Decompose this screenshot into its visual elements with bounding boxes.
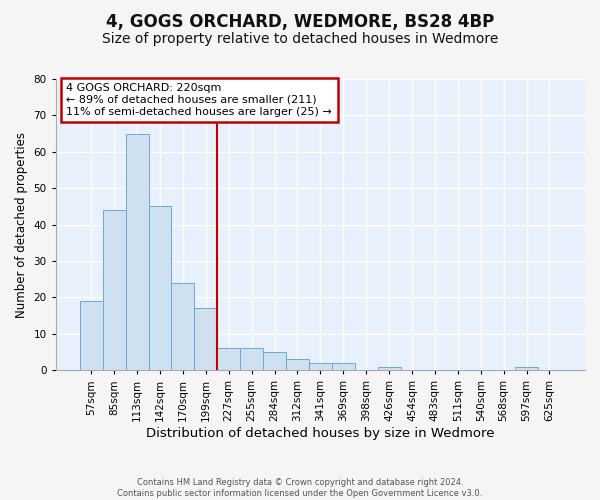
Bar — [309, 363, 332, 370]
Bar — [332, 363, 355, 370]
Bar — [377, 366, 401, 370]
Bar — [194, 308, 217, 370]
Bar — [286, 360, 309, 370]
Bar — [217, 348, 240, 370]
X-axis label: Distribution of detached houses by size in Wedmore: Distribution of detached houses by size … — [146, 427, 494, 440]
Bar — [125, 134, 149, 370]
Bar — [515, 366, 538, 370]
Bar — [149, 206, 172, 370]
Text: 4 GOGS ORCHARD: 220sqm
← 89% of detached houses are smaller (211)
11% of semi-de: 4 GOGS ORCHARD: 220sqm ← 89% of detached… — [66, 84, 332, 116]
Text: 4, GOGS ORCHARD, WEDMORE, BS28 4BP: 4, GOGS ORCHARD, WEDMORE, BS28 4BP — [106, 12, 494, 30]
Bar — [80, 301, 103, 370]
Text: Contains HM Land Registry data © Crown copyright and database right 2024.
Contai: Contains HM Land Registry data © Crown c… — [118, 478, 482, 498]
Bar — [103, 210, 125, 370]
Text: Size of property relative to detached houses in Wedmore: Size of property relative to detached ho… — [102, 32, 498, 46]
Bar — [263, 352, 286, 370]
Bar — [240, 348, 263, 370]
Y-axis label: Number of detached properties: Number of detached properties — [15, 132, 28, 318]
Bar — [172, 283, 194, 370]
